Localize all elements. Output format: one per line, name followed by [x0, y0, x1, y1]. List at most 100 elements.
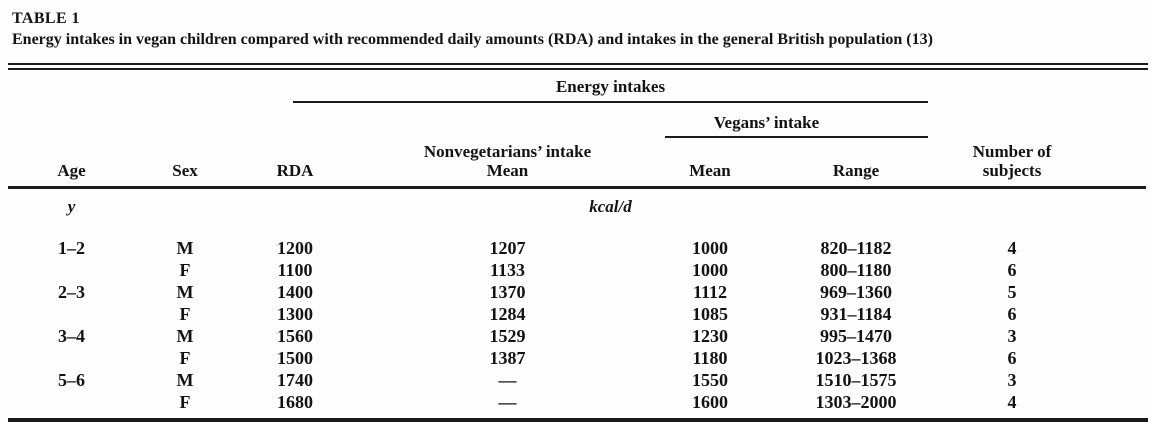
cell-sex: F [179, 304, 191, 324]
col-header-nonveg: Nonvegetarians’ intake Mean [355, 138, 620, 189]
cell-subject-count: 4 [1007, 238, 1017, 258]
cell-vegan-mean: 1112 [692, 282, 727, 302]
cell-subject-count: 3 [1007, 326, 1017, 346]
energy-group-row: Energy intakes [8, 70, 1146, 103]
col-header-age: Age [8, 138, 135, 189]
header-spacer [928, 70, 1146, 103]
cell-vegan-range: 1303–2000 [815, 392, 897, 412]
table-row: 3–4 M 1560 1529 1230 995–1470 3 [8, 325, 1146, 347]
units-energy: kcal/d [589, 197, 632, 216]
vegans-group-cell: Vegans’ intake [620, 103, 929, 138]
header-spacer [8, 103, 620, 138]
col-header-subjects-line2: subjects [982, 161, 1042, 180]
cell-age [8, 391, 135, 413]
cell-age: 5–6 [58, 370, 85, 390]
col-header-subjects-line1: Number of [972, 142, 1052, 161]
cell-nonveg-mean: — [498, 370, 517, 390]
cell-vegan-mean: 1230 [692, 326, 728, 346]
table-row: F 1100 1133 1000 800–1180 6 [8, 259, 1146, 281]
cell-sex: F [179, 348, 191, 368]
table-row: F 1500 1387 1180 1023–1368 6 [8, 347, 1146, 369]
cell-vegan-range: 820–1182 [820, 238, 892, 258]
table-row: 5–6 M 1740 — 1550 1510–1575 3 [8, 369, 1146, 391]
col-header-subjects: Number of subjects [928, 138, 1147, 189]
table-row: 1–2 M 1200 1207 1000 820–1182 4 [8, 237, 1146, 259]
cell-vegan-range: 1023–1368 [815, 348, 897, 368]
cell-nonveg-mean: 1529 [489, 326, 526, 346]
cell-nonveg-mean: 1284 [489, 304, 526, 324]
spacer-row [8, 225, 1146, 237]
cell-age [8, 259, 135, 281]
cell-vegan-range: 969–1360 [820, 282, 893, 302]
cell-nonveg-mean: 1387 [489, 348, 526, 368]
cell-nonveg-mean: 1133 [489, 260, 525, 280]
cell-sex: M [176, 238, 194, 258]
cell-vegan-range: 1510–1575 [815, 370, 897, 390]
cell-rda: 1500 [277, 348, 313, 368]
units-spacer [135, 188, 235, 226]
top-double-rule [8, 63, 1148, 70]
cell-age: 2–3 [58, 282, 85, 302]
col-header-nonveg-line2: Mean [486, 161, 529, 180]
energy-group-cell: Energy intakes [235, 70, 929, 103]
cell-rda: 1300 [277, 304, 313, 324]
cell-rda: 1680 [277, 392, 313, 412]
cell-rda: 1200 [277, 238, 313, 258]
energy-group-heading: Energy intakes [293, 77, 929, 103]
table-row: F 1680 — 1600 1303–2000 4 [8, 391, 1146, 413]
cell-nonveg-mean: 1370 [489, 282, 526, 302]
cell-subject-count: 4 [1007, 392, 1017, 412]
cell-subject-count: 5 [1007, 282, 1017, 302]
units-age: y [67, 197, 76, 216]
cell-sex: F [179, 392, 191, 412]
cell-rda: 1740 [277, 370, 313, 390]
col-header-sex: Sex [135, 138, 235, 189]
cell-age: 1–2 [58, 238, 85, 258]
vegans-group-row: Vegans’ intake [8, 103, 1146, 138]
header-spacer [8, 70, 235, 103]
cell-sex: F [179, 260, 191, 280]
cell-nonveg-mean: 1207 [489, 238, 526, 258]
table-row: F 1300 1284 1085 931–1184 6 [8, 303, 1146, 325]
energy-intake-table: Energy intakes Vegans’ intake Age Sex RD… [8, 70, 1147, 414]
cell-rda: 1560 [277, 326, 313, 346]
units-row: y kcal/d [8, 188, 1146, 226]
cell-age [8, 303, 135, 325]
cell-subject-count: 6 [1007, 304, 1017, 324]
cell-vegan-mean: 1000 [692, 260, 728, 280]
cell-vegan-mean: 1600 [692, 392, 728, 412]
cell-subject-count: 6 [1007, 260, 1017, 280]
column-header-row: Age Sex RDA Nonvegetarians’ intake Mean … [8, 138, 1147, 189]
cell-vegan-mean: 1000 [692, 238, 728, 258]
cell-subject-count: 6 [1007, 348, 1017, 368]
cell-vegan-range: 800–1180 [820, 260, 892, 280]
table-label: TABLE 1 [12, 10, 80, 27]
cell-vegan-range: 931–1184 [820, 304, 892, 324]
col-header-vegan-mean: Mean [620, 138, 800, 189]
cell-vegan-mean: 1550 [692, 370, 728, 390]
header-spacer [928, 103, 1146, 138]
cell-age [8, 347, 135, 369]
vegans-group-heading: Vegans’ intake [665, 113, 929, 138]
table-row: 2–3 M 1400 1370 1112 969–1360 5 [8, 281, 1146, 303]
cell-rda: 1400 [277, 282, 313, 302]
cell-vegan-mean: 1085 [692, 304, 728, 324]
units-spacer [928, 188, 1146, 226]
table-caption: Energy intakes in vegan children compare… [12, 31, 933, 48]
cell-vegan-range: 995–1470 [820, 326, 893, 346]
table-header: Energy intakes Vegans’ intake Age Sex RD… [8, 70, 1147, 189]
units-energy-cell: kcal/d [235, 188, 928, 226]
col-header-vegan-range: Range [800, 138, 929, 189]
col-header-nonveg-line1: Nonvegetarians’ intake [423, 142, 592, 161]
bottom-rule [8, 418, 1148, 422]
cell-rda: 1100 [277, 260, 313, 280]
cell-age: 3–4 [58, 326, 85, 346]
cell-sex: M [176, 282, 194, 302]
table-body: y kcal/d 1–2 M 1200 1207 1000 820–1182 4… [8, 188, 1146, 414]
cell-sex: M [176, 370, 194, 390]
cell-nonveg-mean: — [498, 392, 517, 412]
cell-sex: M [176, 326, 194, 346]
col-header-rda: RDA [235, 138, 355, 189]
cell-vegan-mean: 1180 [692, 348, 728, 368]
